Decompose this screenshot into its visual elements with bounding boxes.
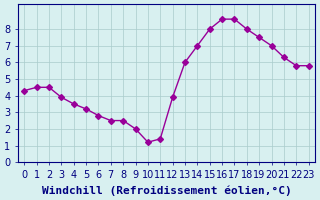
X-axis label: Windchill (Refroidissement éolien,°C): Windchill (Refroidissement éolien,°C) [42, 185, 291, 196]
